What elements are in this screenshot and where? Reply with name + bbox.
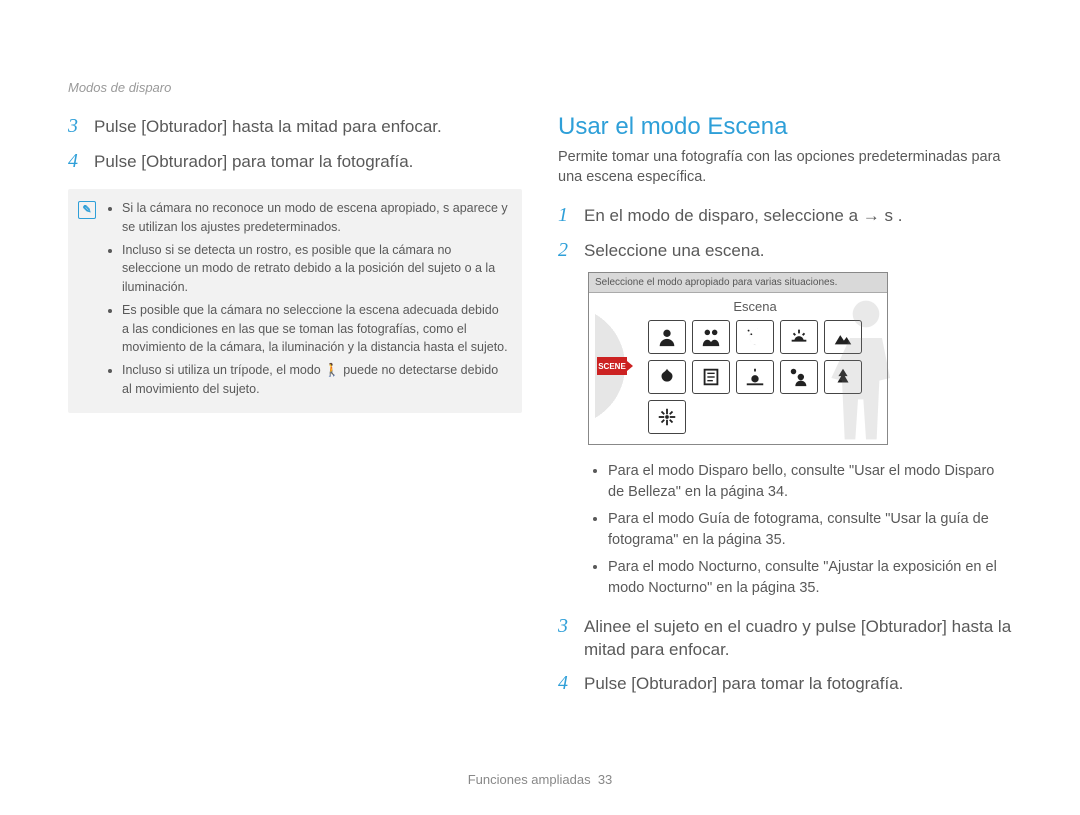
scene-night-icon[interactable] <box>736 320 774 354</box>
step-number: 2 <box>558 237 574 264</box>
right-column: Usar el modo Escena Permite tomar una fo… <box>558 113 1012 705</box>
section-title: Usar el modo Escena <box>558 113 1012 141</box>
note-box: ✎ Si la cámara no reconoce un modo de es… <box>68 189 522 413</box>
note-item: Si la cámara no reconoce un modo de esce… <box>122 199 508 237</box>
left-column: 3 Pulse [Obturador] hasta la mitad para … <box>68 113 522 705</box>
right-step-3: 3 Alinee el sujeto en el cuadro y pulse … <box>558 613 1012 662</box>
scene-sunset-icon[interactable] <box>736 360 774 394</box>
page-columns: 3 Pulse [Obturador] hasta la mitad para … <box>68 113 1012 705</box>
footer-section: Funciones ampliadas <box>468 772 591 787</box>
left-step-4: 4 Pulse [Obturador] para tomar la fotogr… <box>68 148 522 175</box>
reference-item: Para el modo Guía de fotograma, consulte… <box>608 509 1012 551</box>
step-text: Alinee el sujeto en el cuadro y pulse [O… <box>584 613 1012 662</box>
step-text: Pulse [Obturador] hasta la mitad para en… <box>94 113 442 140</box>
note-icon: ✎ <box>78 201 96 219</box>
note-item: Incluso si utiliza un trípode, el modo 🚶… <box>122 361 508 399</box>
right-step-2: 2 Seleccione una escena. <box>558 237 1012 264</box>
note-item: Incluso si se detecta un rostro, es posi… <box>122 241 508 297</box>
reference-item: Para el modo Nocturno, consulte "Ajustar… <box>608 557 1012 599</box>
step-text: Pulse [Obturador] para tomar la fotograf… <box>584 670 903 697</box>
right-step-4: 4 Pulse [Obturador] para tomar la fotogr… <box>558 670 1012 697</box>
section-subtitle: Permite tomar una fotografía con las opc… <box>558 147 1012 188</box>
right-step-1: 1 En el modo de disparo, seleccione a → … <box>558 202 1012 229</box>
step-number: 4 <box>558 670 574 697</box>
scene-body: SCENE Escena <box>589 293 887 444</box>
scene-fireworks-icon[interactable] <box>648 400 686 434</box>
page-footer: Funciones ampliadas 33 <box>0 772 1080 787</box>
step-number: 3 <box>558 613 574 662</box>
scene-dawn-icon[interactable] <box>780 320 818 354</box>
step-number: 4 <box>68 148 84 175</box>
left-step-3: 3 Pulse [Obturador] hasta la mitad para … <box>68 113 522 140</box>
scene-panel: Seleccione el modo apropiado para varias… <box>588 272 888 445</box>
scene-text-icon[interactable] <box>692 360 730 394</box>
scene-backlight-icon[interactable] <box>780 360 818 394</box>
step-text: Pulse [Obturador] para tomar la fotograf… <box>94 148 413 175</box>
step-text: Seleccione una escena. <box>584 237 765 264</box>
footer-page-number: 33 <box>598 772 612 787</box>
scene-portrait-icon[interactable] <box>648 320 686 354</box>
mode-dial-icon: SCENE <box>595 311 633 421</box>
note-item: Es posible que la cámara no seleccione l… <box>122 301 508 357</box>
note-list: Si la cámara no reconoce un modo de esce… <box>106 199 508 403</box>
reference-item: Para el modo Disparo bello, consulte "Us… <box>608 461 1012 503</box>
scene-closeup-icon[interactable] <box>648 360 686 394</box>
scene-children-icon[interactable] <box>692 320 730 354</box>
step-number: 1 <box>558 202 574 229</box>
reference-list: Para el modo Disparo bello, consulte "Us… <box>594 461 1012 599</box>
scene-badge-icon: SCENE <box>597 357 627 375</box>
breadcrumb: Modos de disparo <box>68 80 1012 95</box>
step-number: 3 <box>68 113 84 140</box>
person-silhouette-icon <box>821 290 911 450</box>
step-text: En el modo de disparo, seleccione a → s … <box>584 202 902 229</box>
